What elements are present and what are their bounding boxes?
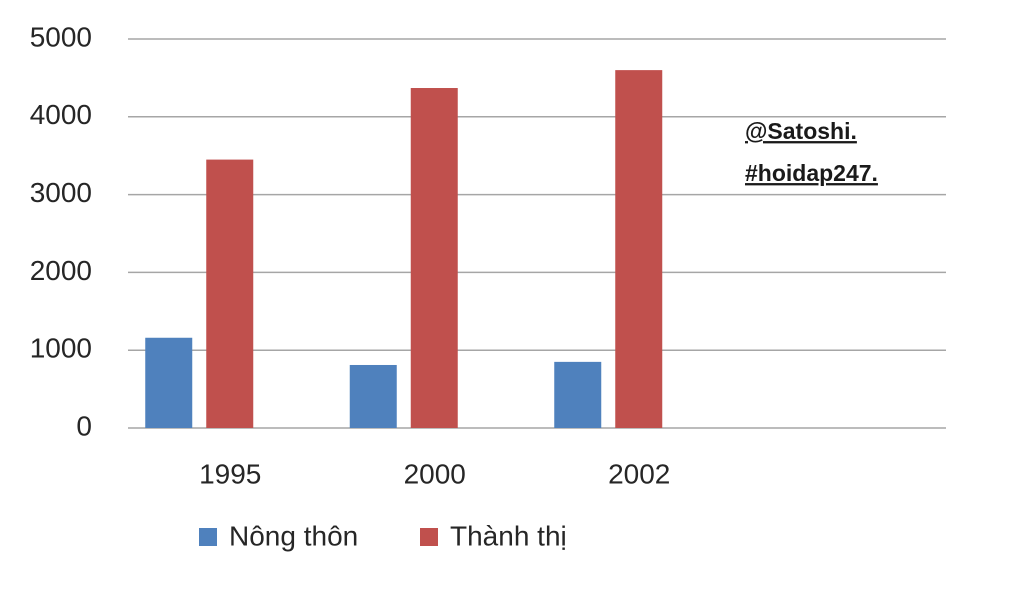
legend-label: Thành thị [450,520,567,551]
annotation: @Satoshi. [745,118,857,144]
y-tick-label: 5000 [30,21,92,52]
bar [206,159,254,428]
x-tick-label: 1995 [199,458,261,489]
bar [145,337,193,428]
legend-swatch [420,528,438,546]
y-tick-label: 4000 [30,99,92,130]
bar [410,88,458,428]
bar [554,361,602,428]
y-tick-label: 1000 [30,333,92,364]
x-tick-label: 2000 [404,458,466,489]
bar [615,70,663,429]
bar [349,364,397,428]
y-tick-label: 2000 [30,255,92,286]
y-tick-label: 0 [76,410,92,441]
annotation: #hoidap247. [745,160,878,186]
legend-label: Nông thôn [229,520,358,551]
x-tick-label: 2002 [608,458,670,489]
y-tick-label: 3000 [30,177,92,208]
legend-swatch [199,528,217,546]
